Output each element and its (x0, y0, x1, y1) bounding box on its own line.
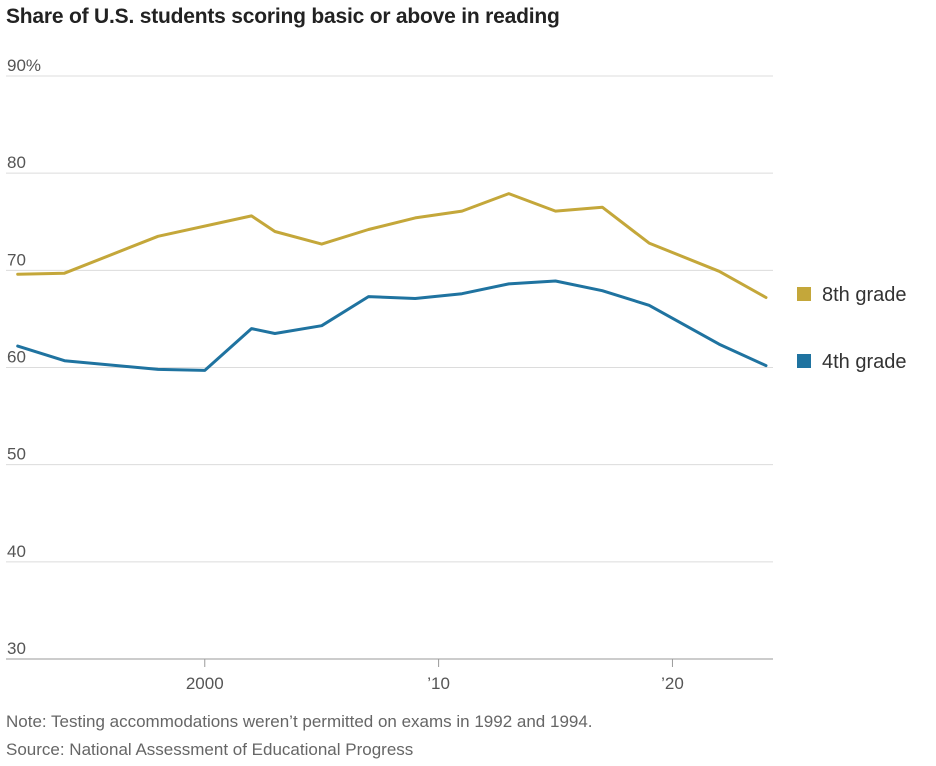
x-tick-label: ’20 (661, 674, 684, 693)
chart-note: Note: Testing accommodations weren’t per… (6, 712, 593, 731)
y-axis-ticks: 90% 80 70 60 50 40 30 (7, 56, 41, 658)
y-tick-label: 70 (7, 250, 26, 269)
x-tick-label: ’10 (427, 674, 450, 693)
y-tick-label: 40 (7, 542, 26, 561)
y-tick-label: 90% (7, 56, 41, 75)
x-axis-ticks: 2000 ’10 ’20 (186, 659, 684, 693)
series-lines (16, 192, 768, 372)
series-line-grade-8 (16, 192, 768, 299)
line-chart: 90% 80 70 60 50 40 30 2000 ’10 ’20 8th grade 4th … (6, 56, 907, 693)
y-tick-label: 30 (7, 639, 26, 658)
chart-title: Share of U.S. students scoring basic or … (6, 5, 560, 28)
chart-source: Source: National Assessment of Education… (6, 740, 414, 759)
series-line-grade-4 (16, 279, 768, 372)
legend-label: 4th grade (822, 351, 907, 373)
legend: 8th grade 4th grade (797, 284, 907, 373)
x-tick-label: 2000 (186, 674, 224, 693)
legend-swatch (797, 287, 811, 301)
legend-label: 8th grade (822, 284, 907, 306)
y-tick-label: 60 (7, 348, 26, 367)
grid-lines (6, 75, 773, 660)
y-tick-label: 80 (7, 153, 26, 172)
y-tick-label: 50 (7, 445, 26, 464)
legend-swatch (797, 354, 811, 368)
